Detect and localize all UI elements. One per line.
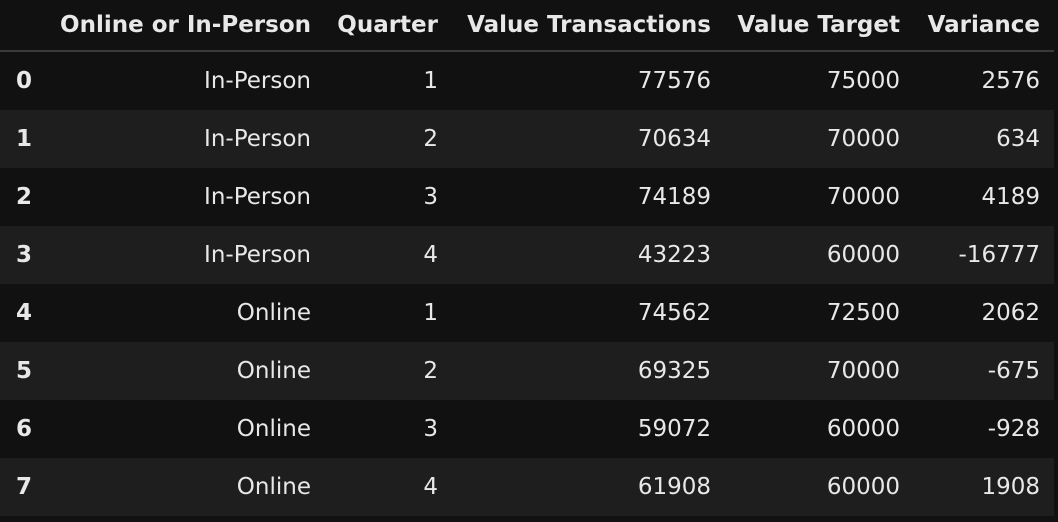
table-cell: -16777 [958, 242, 1040, 268]
row-index: 7 [16, 474, 33, 500]
table-cell: 61908 [637, 474, 711, 500]
table-cell: 60000 [826, 474, 900, 500]
row-index: 5 [16, 358, 33, 384]
column-header: Value Transactions [452, 0, 725, 52]
table-cell: 70000 [826, 358, 900, 384]
table-cell: 2062 [981, 300, 1040, 326]
table-cell: 69325 [637, 358, 711, 384]
index-header [0, 0, 45, 52]
table-cell: Online [236, 474, 311, 500]
table-cell: In-Person [204, 242, 311, 268]
table-cell: 4 [423, 242, 438, 268]
table-row: 7 Online 4 61908 60000 1908 [0, 458, 1054, 516]
table-row: 6 Online 3 59072 60000 -928 [0, 400, 1054, 458]
table-cell: 634 [996, 126, 1040, 152]
table-cell: Online [236, 300, 311, 326]
table-cell: 70634 [637, 126, 711, 152]
table-cell: 59072 [637, 416, 711, 442]
table-cell: 60000 [826, 242, 900, 268]
table-cell: 3 [423, 184, 438, 210]
table-cell: 74189 [637, 184, 711, 210]
table-cell: In-Person [204, 68, 311, 94]
table-cell: 2576 [981, 68, 1040, 94]
table-cell: 70000 [826, 184, 900, 210]
table-cell: 77576 [637, 68, 711, 94]
table-row: 3 In-Person 4 43223 60000 -16777 [0, 226, 1054, 284]
row-index: 6 [16, 416, 33, 442]
row-index: 2 [16, 184, 33, 210]
table-cell: 72500 [826, 300, 900, 326]
table-row: 0 In-Person 1 77576 75000 2576 [0, 51, 1054, 110]
table-cell: 1 [423, 300, 438, 326]
table-cell: 4189 [981, 184, 1040, 210]
table-cell: In-Person [204, 184, 311, 210]
table-cell: 2 [423, 126, 438, 152]
table-cell: 4 [423, 474, 438, 500]
table-cell: 1908 [981, 474, 1040, 500]
table-cell: Online [236, 358, 311, 384]
table-row: 1 In-Person 2 70634 70000 634 [0, 110, 1054, 168]
table-row: 4 Online 1 74562 72500 2062 [0, 284, 1054, 342]
table-row: 2 In-Person 3 74189 70000 4189 [0, 168, 1054, 226]
table-cell: 74562 [637, 300, 711, 326]
table-cell: In-Person [204, 126, 311, 152]
column-header: Quarter [325, 0, 452, 52]
table-row: 5 Online 2 69325 70000 -675 [0, 342, 1054, 400]
table-cell: Online [236, 416, 311, 442]
table-cell: 1 [423, 68, 438, 94]
header-row: Online or In-Person Quarter Value Transact… [0, 0, 1054, 52]
table-cell: 75000 [826, 68, 900, 94]
row-index: 4 [16, 300, 33, 326]
column-header: Variance [914, 0, 1054, 52]
table-cell: -928 [987, 416, 1040, 442]
column-header: Value Target [725, 0, 914, 52]
table-header: Online or In-Person Quarter Value Transact… [0, 0, 1054, 52]
row-index: 1 [16, 126, 33, 152]
table-cell: 70000 [826, 126, 900, 152]
row-index: 0 [16, 68, 33, 94]
column-header: Online or In-Person [45, 0, 325, 52]
table-cell: 43223 [637, 242, 711, 268]
row-index: 3 [16, 242, 33, 268]
table-cell: -675 [987, 358, 1040, 384]
table-body: 0 In-Person 1 77576 75000 2576 1 In-Person 2 7063… [0, 51, 1054, 516]
table-cell: 3 [423, 416, 438, 442]
table-cell: 2 [423, 358, 438, 384]
table-cell: 60000 [826, 416, 900, 442]
